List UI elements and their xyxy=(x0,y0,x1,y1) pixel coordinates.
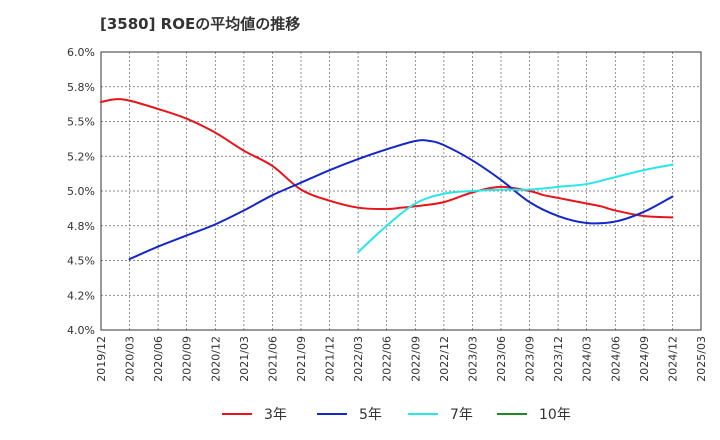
x-tick-label: 2020/09 xyxy=(181,336,194,382)
x-tick-label: 2020/06 xyxy=(152,336,165,382)
x-tick-label: 2021/12 xyxy=(324,336,337,382)
y-tick-label: 5.2% xyxy=(67,150,95,163)
x-tick-label: 2024/06 xyxy=(609,336,622,382)
y-tick-label: 5.5% xyxy=(67,116,95,129)
x-tick-label: 2025/03 xyxy=(695,336,708,382)
x-tick-label: 2022/09 xyxy=(409,336,422,382)
x-tick-label: 2019/12 xyxy=(95,336,108,382)
x-tick-label: 2023/12 xyxy=(552,336,565,382)
legend-label: 7年 xyxy=(450,407,473,423)
y-tick-label: 4.2% xyxy=(67,289,95,302)
x-tick-label: 2022/06 xyxy=(381,336,394,382)
x-tick-label: 2023/06 xyxy=(495,336,508,382)
y-tick-label: 5.0% xyxy=(67,185,95,198)
x-tick-label: 2023/09 xyxy=(524,336,537,382)
x-tick-label: 2020/12 xyxy=(209,336,222,382)
series-line-2 xyxy=(128,139,674,261)
x-tick-label: 2022/03 xyxy=(352,336,365,382)
x-tick-label: 2023/03 xyxy=(466,336,479,382)
y-tick-label: 5.8% xyxy=(67,81,95,94)
y-tick-label: 6.0% xyxy=(67,46,95,59)
x-tick-label: 2021/03 xyxy=(238,336,251,382)
x-tick-label: 2024/09 xyxy=(638,336,651,382)
legend-label: 10年 xyxy=(539,407,571,423)
series-line-3 xyxy=(357,163,674,254)
legend-label: 5年 xyxy=(359,407,382,423)
series-line-1 xyxy=(100,98,674,219)
x-tick-label: 2021/06 xyxy=(266,336,279,382)
y-tick-label: 4.0% xyxy=(67,324,95,337)
x-tick-label: 2020/03 xyxy=(124,336,137,382)
x-tick-label: 2021/09 xyxy=(295,336,308,382)
chart-title: [3580] ROEの平均値の推移 xyxy=(100,15,301,33)
y-tick-label: 4.8% xyxy=(67,220,95,233)
plot-border xyxy=(100,51,702,331)
legend-label: 3年 xyxy=(264,407,287,423)
x-tick-label: 2022/12 xyxy=(438,336,451,382)
y-tick-label: 4.5% xyxy=(67,255,95,268)
x-tick-label: 2024/12 xyxy=(666,336,679,382)
x-tick-label: 2024/03 xyxy=(581,336,594,382)
